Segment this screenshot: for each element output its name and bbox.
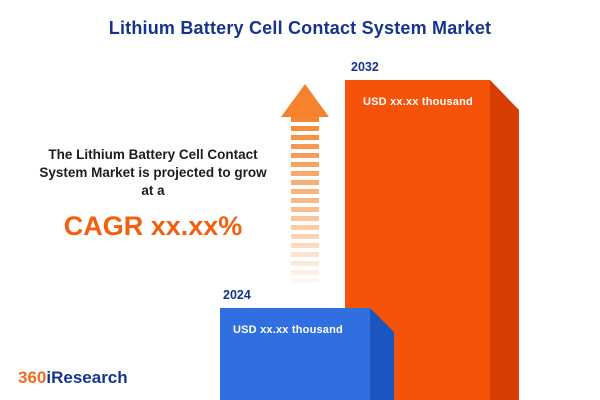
description-line-1: The Lithium Battery Cell Contact — [48, 147, 258, 162]
bar-category-label-2024: 2024 — [223, 288, 251, 302]
logo-prefix: 360 — [18, 368, 47, 387]
growth-arrow-striped-body — [291, 117, 319, 283]
logo-suffix: iResearch — [46, 368, 128, 387]
page-title: Lithium Battery Cell Contact System Mark… — [108, 18, 492, 38]
bar-2024-side — [370, 308, 394, 400]
market-description: The Lithium Battery Cell Contact System … — [8, 146, 298, 242]
growth-arrow-head — [281, 84, 329, 117]
brand-logo: 360iResearch — [18, 368, 128, 388]
bar-category-label-2032: 2032 — [351, 60, 379, 74]
bar-value-label-2024: USD xx.xx thousand — [233, 324, 343, 336]
bar-2024-front — [220, 308, 370, 400]
description-line-2: System Market is projected to grow — [39, 165, 267, 181]
bar-2032-side — [490, 80, 519, 400]
bar-value-label-2032: USD xx.xx thousand — [363, 96, 473, 108]
growth-arrow-icon — [281, 84, 329, 283]
cagr-highlight: CAGR xx.xx% — [63, 210, 243, 241]
description-line-3: at a — [141, 183, 165, 199]
